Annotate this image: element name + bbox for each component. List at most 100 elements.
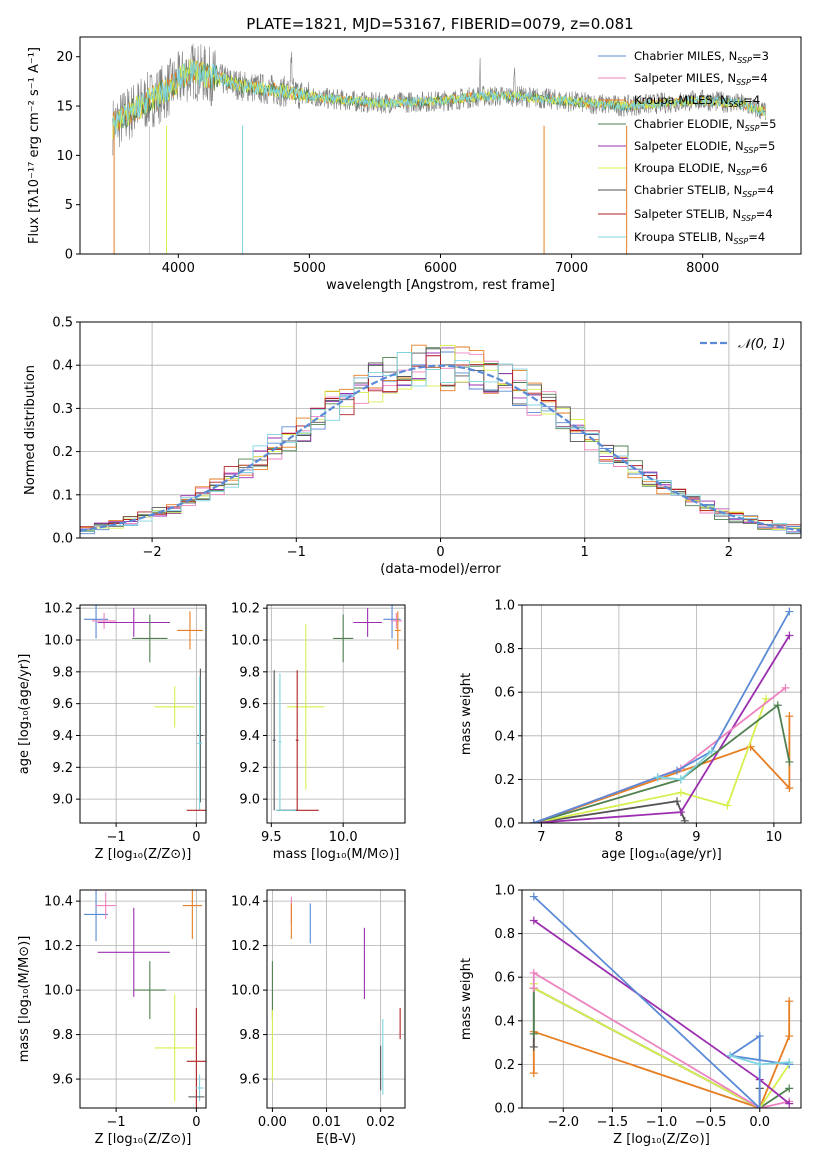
errorbar-point xyxy=(394,611,401,650)
weight-marker xyxy=(529,916,538,925)
legend-nssp-value: =4 xyxy=(757,183,774,197)
legend-subscript: SSP xyxy=(737,56,752,65)
y-tick-label: 10.2 xyxy=(231,939,260,954)
y-tick-label: 0.0 xyxy=(52,532,73,547)
y-tick-label: 10.2 xyxy=(44,939,73,954)
errorbar-points xyxy=(84,890,206,1108)
x-tick-label: 2 xyxy=(725,545,733,560)
weight-marker xyxy=(707,747,716,756)
x-axis-label: Z [log₁₀(Z/Z⊙)] xyxy=(613,1132,710,1147)
y-tick-label: 0 xyxy=(65,248,73,263)
legend-nssp-value: =4 xyxy=(743,93,760,107)
figure-title: PLATE=1821, MJD=53167, FIBERID=0079, z=0… xyxy=(246,15,633,33)
y-tick-label: 9.4 xyxy=(239,729,260,744)
x-tick-label: 8 xyxy=(615,830,623,845)
y-tick-label: 10.0 xyxy=(231,984,260,999)
x-tick-label: 7000 xyxy=(555,261,588,276)
y-tick-label: 9.8 xyxy=(52,665,73,680)
weight-marker xyxy=(726,1051,735,1060)
spectrum-lines xyxy=(112,43,766,254)
weight-marker xyxy=(785,1058,794,1067)
x-axis-label: mass [log₁₀(M/M⊙)] xyxy=(273,847,400,862)
y-tick-label: 0.0 xyxy=(494,817,515,832)
weight-line xyxy=(533,687,787,823)
legend-subscript: SSP xyxy=(736,168,751,177)
weight-marker xyxy=(529,968,538,977)
age-vs-mass-panel: 9.5 10.0 9.0 9.2 9.4 9.6 9.8 10.0 10.2 mass [log₁… xyxy=(231,602,406,862)
y-axis-label: mass weight xyxy=(459,958,474,1040)
y-tick-label: 0.6 xyxy=(494,971,515,986)
errorbar-points xyxy=(272,605,403,811)
y-tick-label: 9.0 xyxy=(239,793,260,808)
weight-line xyxy=(533,703,791,823)
x-tick-label: 10 xyxy=(766,830,783,845)
y-tick-label: 9.8 xyxy=(52,1028,73,1043)
x-axis-label: E(B-V) xyxy=(316,1132,356,1147)
legend-entry: Salpeter ELODIE, NSSP=5 xyxy=(634,139,775,155)
y-axis-label: Normed distribution xyxy=(23,365,38,495)
weight-marker xyxy=(673,797,681,806)
y-tick-label: 9.6 xyxy=(239,1073,260,1088)
weight-marker xyxy=(529,1042,538,1051)
x-tick-label: −1 xyxy=(107,1115,126,1130)
legend-entry: Kroupa STELIB, NSSP=4 xyxy=(634,230,765,246)
errorbar-point xyxy=(133,961,166,1020)
axes-frame xyxy=(521,604,802,824)
weight-marker xyxy=(529,1029,538,1038)
model-spectrum-line xyxy=(112,61,766,138)
errorbar-point xyxy=(272,670,276,811)
y-tick-label: 9.6 xyxy=(52,697,73,712)
y-tick-label: 0.4 xyxy=(494,729,515,744)
weight-marker xyxy=(773,701,782,710)
y-tick-label: 1.0 xyxy=(494,884,515,899)
legend-series-name: Salpeter STELIB, N xyxy=(634,207,741,221)
y-tick-label: 0.4 xyxy=(494,1014,515,1029)
y-tick-label: 9.6 xyxy=(52,1073,73,1088)
y-tick-label: 0.5 xyxy=(52,316,73,331)
y-tick-label: 9.0 xyxy=(52,793,73,808)
x-tick-label: 4000 xyxy=(162,261,195,276)
weight-line xyxy=(533,698,767,823)
weight-marker xyxy=(785,997,794,1006)
x-tick-label: 1 xyxy=(581,545,589,560)
y-tick-label: 0.1 xyxy=(52,488,73,503)
axes-frame xyxy=(79,36,802,255)
y-tick-label: 0.2 xyxy=(52,445,73,460)
weight-line xyxy=(533,716,791,823)
legend-series-name: Kroupa MILES, N xyxy=(634,93,729,107)
legend-series-name: Chabrier STELIB, N xyxy=(634,183,742,197)
legend-entry: Chabrier ELODIE, NSSP=5 xyxy=(634,117,776,133)
legend-subscript: SSP xyxy=(736,78,751,87)
errorbar-point xyxy=(197,668,204,803)
weight-marker xyxy=(785,1032,794,1041)
y-tick-label: 20 xyxy=(56,50,73,65)
y-tick-label: 0.4 xyxy=(52,359,73,374)
x-tick-label: 0.00 xyxy=(258,1115,287,1130)
residual-histogram-step xyxy=(80,355,801,529)
errorbar-point xyxy=(92,612,117,629)
legend-subscript: SSP xyxy=(745,124,760,133)
legend-entry: Salpeter STELIB, NSSP=4 xyxy=(634,207,773,223)
y-tick-label: 10.4 xyxy=(231,895,260,910)
x-tick-label: −1 xyxy=(107,830,126,845)
age-vs-Z-panel: −1 0 9.0 9.2 9.4 9.6 9.8 10.0 10.2 Z [log₁₀(Z/Z⊙)… xyxy=(17,602,207,862)
legend-entry: 𝒩(0, 1) xyxy=(738,337,785,352)
weight-marker xyxy=(723,801,732,810)
y-tick-label: 9.2 xyxy=(52,761,73,776)
weight-marker xyxy=(785,1099,794,1108)
errorbar-point xyxy=(186,1007,206,1108)
weight-marker xyxy=(653,773,662,782)
y-tick-label: 10.2 xyxy=(231,602,260,617)
legend-nssp-value: =4 xyxy=(748,230,765,244)
x-tick-label: 0.02 xyxy=(366,1115,395,1130)
mass-vs-EBV-panel: 0.00 0.01 0.02 9.6 9.8 10.0 10.2 10.4 E(B-V) xyxy=(231,889,406,1147)
weight-marker xyxy=(785,607,794,616)
errorbar-point xyxy=(287,624,325,790)
weight-marker xyxy=(673,766,681,775)
y-tick-label: 10.2 xyxy=(44,602,73,617)
weight-line xyxy=(533,635,791,823)
y-tick-label: 10.4 xyxy=(44,895,73,910)
errorbar-point xyxy=(97,608,170,637)
mass-vs-Z-panel: −1 0 9.6 9.8 10.0 10.2 10.4 Z [log₁₀(Z/Z⊙)] mass… xyxy=(17,889,207,1147)
